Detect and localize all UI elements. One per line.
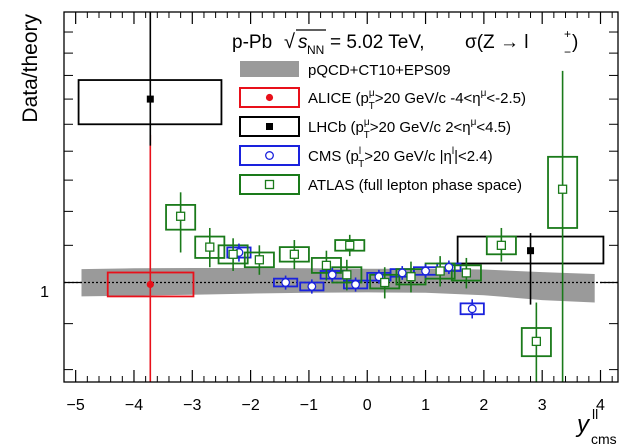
header-s-var: s	[298, 32, 308, 53]
atlas-point-3	[254, 255, 265, 265]
atlas-point-6	[342, 270, 352, 280]
y-axis-title: Data/theory	[19, 14, 42, 123]
legend-lhcb-part-a: LHCb (p	[308, 119, 364, 136]
atlas-point-14	[557, 184, 568, 194]
x-axis-title: y ll cms	[575, 406, 617, 447]
legend-cms-part-c: |<2.4)	[454, 148, 493, 165]
x-axis-title-sup: ll	[592, 406, 598, 422]
legend-alice-sub-t: T	[369, 101, 375, 112]
legend-lhcb-sup-eta: μ	[471, 117, 477, 128]
legend-cms-sup-pt: l	[359, 146, 361, 157]
axis-ticks	[63, 11, 618, 382]
x-tick-label-1: −4	[125, 397, 143, 414]
atlas-point-12	[496, 240, 507, 250]
cms-point-9	[467, 304, 477, 314]
legend-alice-part-b: >20 GeV/c -4<η	[375, 90, 481, 107]
legend-alice-sup-pt: μ	[369, 88, 375, 99]
atlas-point-7	[345, 240, 355, 250]
header-close: )	[572, 32, 578, 53]
plot-frame	[63, 11, 619, 383]
y-tick-label-1: 1	[40, 284, 49, 301]
header-energy: = 5.02 TeV,	[330, 32, 425, 53]
x-tick-label-2: −3	[183, 397, 201, 414]
x-tick-label-8: 3	[538, 397, 547, 414]
legend-symbol-alice-box	[239, 87, 300, 108]
atlas-point-0	[175, 211, 186, 221]
x-tick-labels: −5 −4 −3 −2 −1 0 1 2 3 4	[67, 397, 606, 414]
legend-label-atlas: ATLAS (full lepton phase space)	[308, 177, 522, 194]
x-axis-title-main: y	[575, 411, 591, 438]
legend-symbol-alice-marker	[265, 93, 274, 102]
cms-point-2	[307, 281, 317, 291]
legend-label-alice: ALICE (pμ T>20 GeV/c -4<ημ<-2.5)	[308, 88, 526, 112]
legend-cms-sup-eta: l	[452, 146, 454, 157]
legend-lhcb-sub-t: T	[364, 130, 370, 141]
legend-cms-part-b: >20 GeV/c |η	[364, 148, 452, 165]
cms-point-7	[421, 266, 431, 276]
x-tick-label-4: −1	[300, 397, 318, 414]
legend-cms-part-a: CMS (p	[308, 148, 359, 165]
x-tick-label-5: 0	[363, 397, 372, 414]
x-tick-label-3: −2	[241, 397, 259, 414]
header-plus: +	[564, 27, 571, 41]
error-bars-layer	[149, 12, 564, 382]
legend-label-lhcb: LHCb (pμ T>20 GeV/c 2<ημ<4.5)	[308, 117, 511, 141]
atlas-point-11	[461, 268, 472, 278]
header-minus: −	[564, 45, 571, 59]
legend-label-cms: CMS (pl T>20 GeV/c |ηl|<2.4)	[308, 146, 493, 170]
legend-symbol-lhcb-marker	[266, 123, 273, 130]
cms-point-1	[281, 278, 291, 287]
atlas-point-8	[380, 277, 390, 288]
legend-alice-part-a: ALICE (p	[308, 90, 369, 107]
cms-point-6	[397, 268, 407, 278]
x-tick-label-9: 4	[596, 397, 605, 414]
atlas-point-2	[228, 249, 238, 259]
legend: pQCD+CT10+EPS09 ALICE (pμ T>20 GeV/c -4<η…	[239, 61, 526, 195]
header-system: p-Pb	[232, 32, 272, 53]
legend-lhcb-sup-pt: μ	[364, 117, 370, 128]
header-s-sub: NN	[307, 43, 324, 57]
atlas-point-13	[531, 336, 542, 347]
legend-symbol-atlas-marker	[264, 179, 275, 190]
legend-symbol-atlas-box	[239, 174, 300, 195]
legend-alice-part-c: <-2.5)	[486, 90, 526, 107]
legend-symbol-band	[240, 61, 299, 77]
data-points-layer	[146, 95, 568, 347]
atlas-point-10	[435, 266, 445, 276]
atlas-point-9	[406, 272, 416, 282]
atlas-point-5	[321, 260, 332, 270]
x-tick-label-6: 1	[421, 397, 430, 414]
legend-symbol-lhcb-box	[239, 116, 300, 137]
legend-cms-sub-t: T	[358, 159, 364, 170]
cms-point-8	[444, 262, 454, 272]
legend-symbol-cms-box	[239, 145, 300, 166]
cms-point-4	[351, 280, 361, 289]
x-tick-label-0: −5	[67, 397, 85, 414]
cms-point-3	[327, 270, 337, 280]
lhcb-point-0	[146, 95, 154, 103]
legend-symbol-cms-marker	[265, 151, 274, 160]
lhcb-point-1	[527, 247, 535, 255]
x-axis-title-sub: cms	[591, 431, 617, 447]
alice-point-0	[146, 280, 154, 289]
legend-alice-sup-eta: μ	[481, 88, 487, 99]
atlas-point-1	[205, 242, 215, 252]
legend-label-band: pQCD+CT10+EPS09	[308, 62, 451, 79]
atlas-point-4	[289, 249, 299, 259]
legend-lhcb-part-c: <4.5)	[476, 119, 511, 136]
chart-header: p-Pb √ s NN = 5.02 TeV, σ(Z → l + − )	[232, 27, 578, 59]
legend-lhcb-part-b: >20 GeV/c 2<η	[370, 119, 471, 136]
x-tick-label-7: 2	[479, 397, 488, 414]
header-process: σ(Z → l	[465, 32, 528, 53]
header-sqrt-symbol: √	[284, 31, 295, 53]
